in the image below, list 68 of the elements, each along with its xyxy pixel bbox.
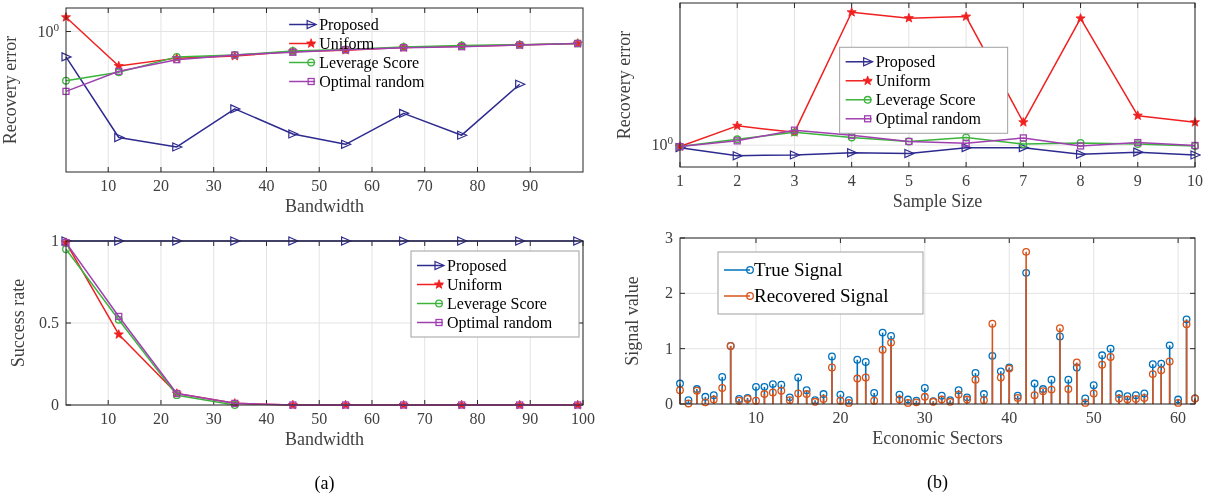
legend-label: Proposed <box>875 53 936 72</box>
x-tick-label: 5 <box>904 172 913 189</box>
x-axis-title: Economic Sectors <box>872 428 1003 448</box>
legend-label: Proposed <box>319 15 379 34</box>
x-tick-label: 7 <box>1019 172 1028 189</box>
legend-label: True Signal <box>754 259 843 281</box>
legend-label: Leverage Score <box>875 91 976 110</box>
x-tick-label: 80 <box>469 410 486 427</box>
legend-label: Optimal random <box>447 313 553 332</box>
x-tick-label: 30 <box>205 177 222 194</box>
x-tick-label: 100 <box>571 410 595 427</box>
x-tick-label: 9 <box>1133 172 1142 189</box>
x-tick-label: 20 <box>832 409 849 426</box>
legend-label: Uniform <box>447 275 503 293</box>
y-axis-title: Recovery error <box>614 30 634 140</box>
x-tick-label: 80 <box>469 177 486 194</box>
x-tick-label: 8 <box>1076 172 1085 189</box>
y-tick-label: 1 <box>665 339 673 357</box>
y-axis-title: Success rate <box>8 278 28 368</box>
y-tick-label: 0.5 <box>39 314 59 331</box>
x-tick-label: 10 <box>747 409 764 426</box>
x-tick-label: 90 <box>522 410 539 427</box>
x-tick-label: 3 <box>790 172 799 189</box>
x-axis-title: Sample Size <box>892 191 983 211</box>
x-tick-label: 2 <box>733 172 742 189</box>
y-tick-label: 0 <box>51 396 59 413</box>
x-tick-label: 60 <box>363 177 380 194</box>
y-tick-label: 3 <box>665 229 673 246</box>
y-axis-title: Recovery error <box>0 35 20 145</box>
y-tick-label: 1 <box>51 232 59 249</box>
legend-label: Optimal random <box>319 72 426 91</box>
x-tick-label: 40 <box>258 410 275 427</box>
x-axis-title: Bandwidth <box>285 429 364 449</box>
y-axis-title: Signal value <box>622 276 642 366</box>
text: 10$^{0}$ <box>37 20 60 40</box>
x-tick-label: 40 <box>1001 409 1018 426</box>
x-tick-label: 50 <box>311 177 328 194</box>
x-tick-label: 4 <box>847 172 856 189</box>
x-tick-label: 50 <box>311 410 328 427</box>
x-tick-label: 60 <box>1170 409 1187 426</box>
x-tick-label: 30 <box>916 409 933 426</box>
x-tick-label: 20 <box>152 410 169 427</box>
x-tick-label: 90 <box>522 177 539 194</box>
x-tick-label: 10 <box>100 177 117 194</box>
legend-label: Uniform <box>319 34 375 52</box>
x-tick-label: 30 <box>205 410 222 427</box>
x-tick-label: 20 <box>152 177 169 194</box>
y-tick-label: 0 <box>665 395 673 412</box>
x-tick-label: 50 <box>1085 409 1102 426</box>
x-tick-label: 1 <box>676 172 684 189</box>
legend-label: Recovered Signal <box>754 285 889 307</box>
x-tick-label: 10 <box>1187 172 1203 189</box>
text: (a) <box>314 473 335 494</box>
legend-label: Leverage Score <box>447 294 547 313</box>
x-tick-label: 40 <box>258 177 275 194</box>
x-tick-label: 70 <box>416 177 433 194</box>
x-axis-title: Bandwidth <box>285 196 364 216</box>
legend-label: Uniform <box>875 72 932 90</box>
x-tick-label: 60 <box>363 410 380 427</box>
legend-label: Proposed <box>447 256 507 275</box>
y-tick-label: 2 <box>665 284 673 302</box>
legend-label: Optimal random <box>875 110 982 129</box>
text: 10$^{0}$ <box>651 134 674 154</box>
text: (b) <box>927 472 948 493</box>
x-tick-label: 70 <box>416 410 433 427</box>
legend-label: Leverage Score <box>319 53 420 72</box>
x-tick-label: 6 <box>962 172 971 189</box>
x-tick-label: 10 <box>100 410 117 427</box>
